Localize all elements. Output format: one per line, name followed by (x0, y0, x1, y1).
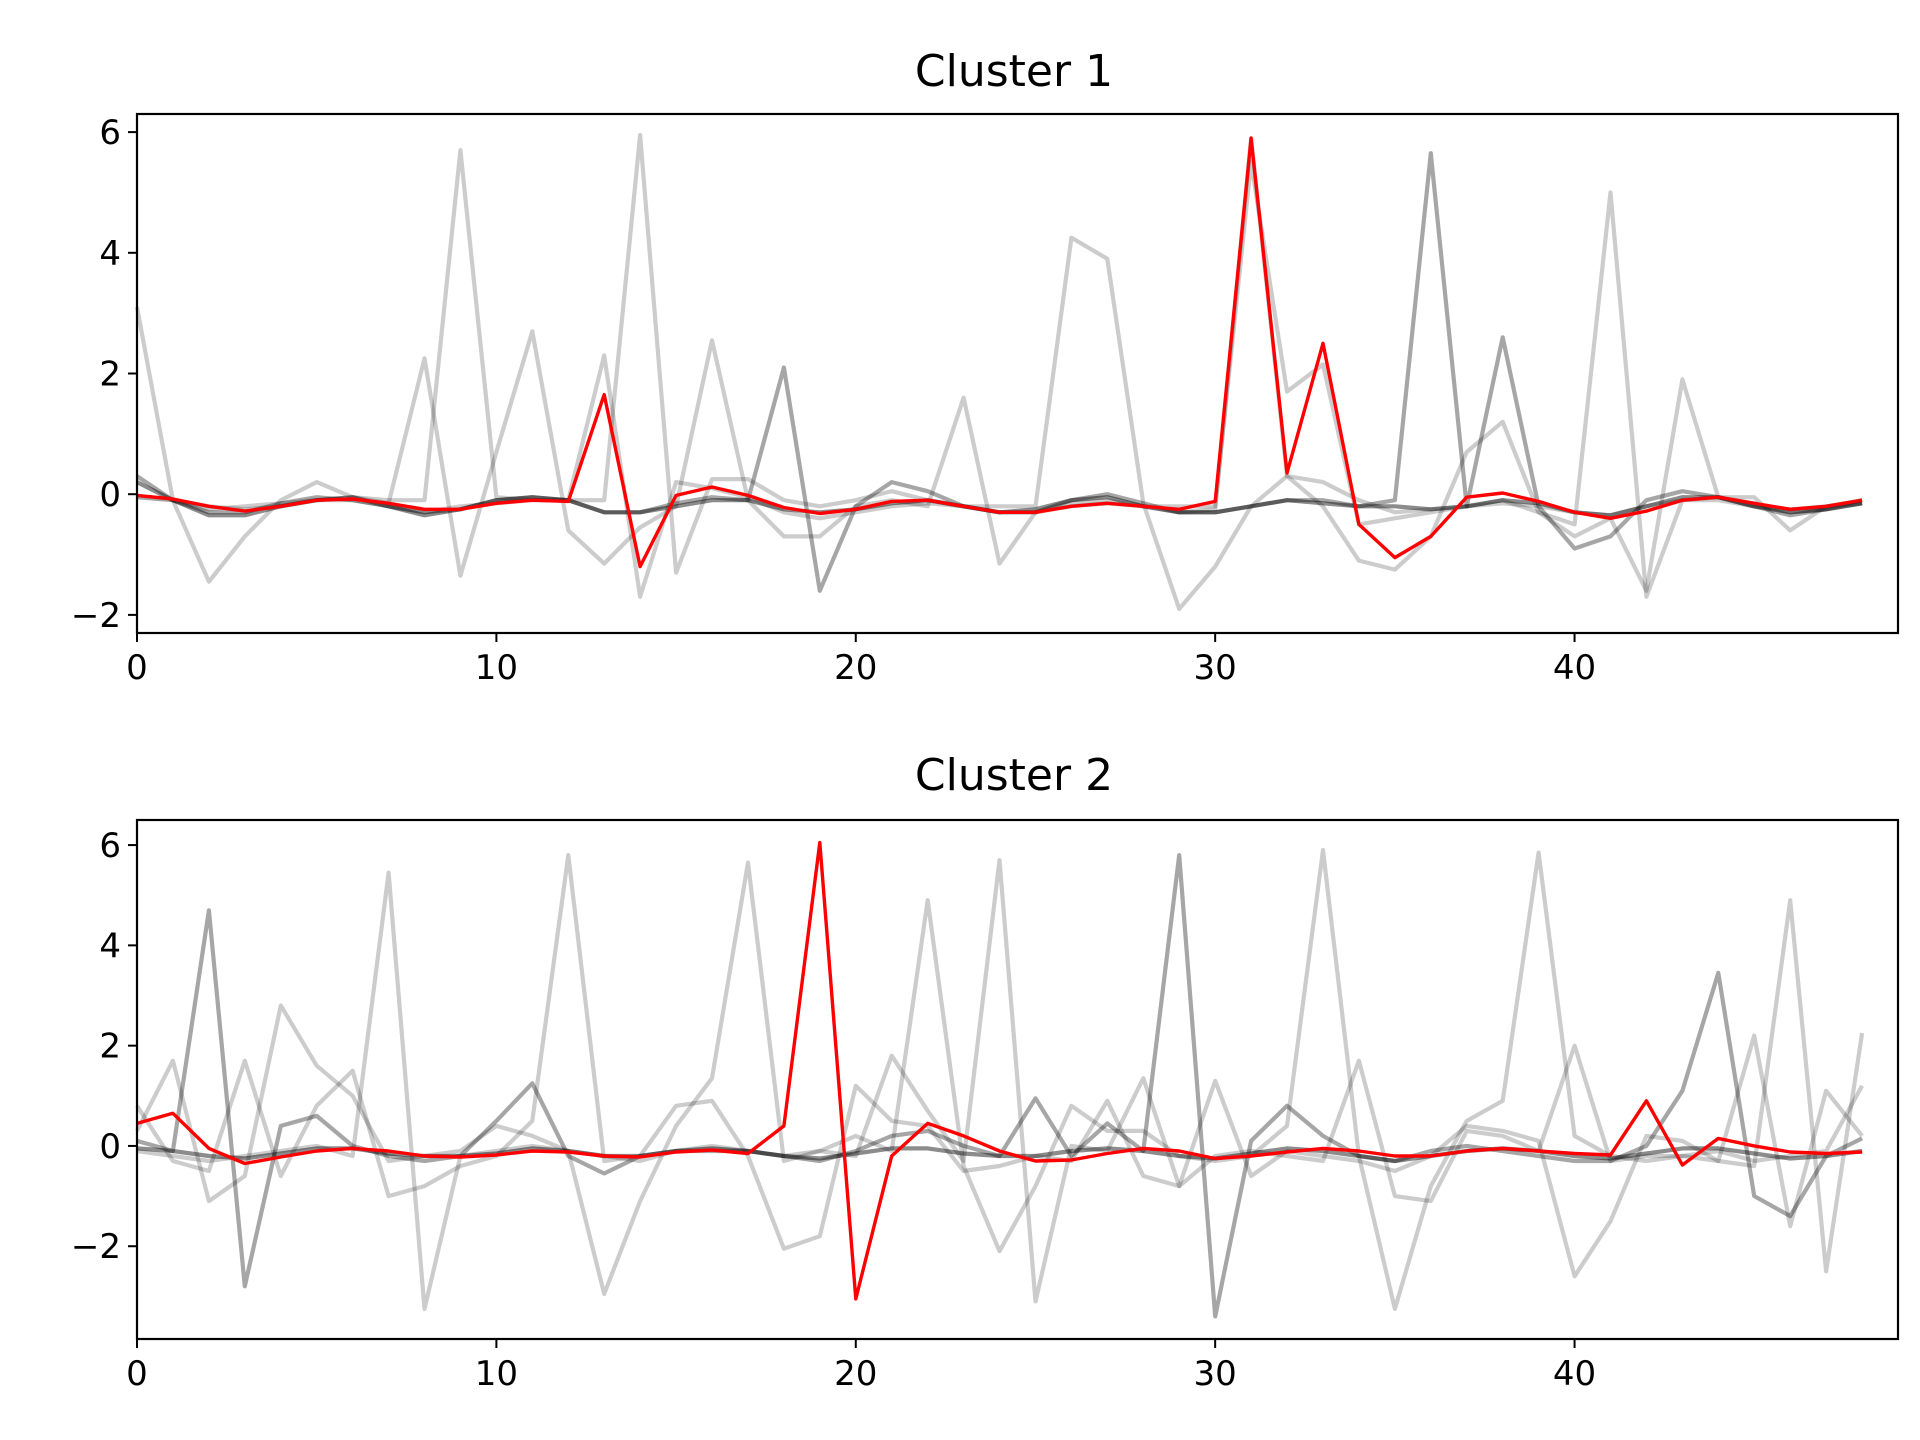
plot-frame (135, 818, 1900, 1341)
series-line-2 (136, 160, 1863, 599)
subplot-title: Cluster 1 (915, 46, 1113, 97)
y-tick-label: 6 (99, 826, 121, 866)
y-tick-label: 6 (99, 113, 121, 153)
series-line-1 (135, 852, 1864, 1279)
axis-layer: 0 10 20 30 40 −2 0 2 4 6 (71, 826, 1596, 1394)
subplot-cluster-2: Cluster 2 0 10 20 30 40 −2 0 2 4 6 (71, 750, 1900, 1394)
centroid-line (136, 136, 1863, 569)
y-tick-label: 2 (99, 1027, 121, 1067)
y-tick-label: 4 (99, 234, 121, 274)
x-tick-label: 0 (126, 648, 148, 688)
x-tick-label: 20 (834, 1354, 877, 1394)
y-tick-label: −2 (71, 596, 121, 636)
series-layer (134, 133, 1863, 612)
series-line-1 (134, 133, 1863, 612)
series-line-4 (135, 151, 1863, 593)
x-tick-label: 40 (1553, 648, 1596, 688)
series-line-3 (136, 136, 1863, 599)
x-tick-label: 30 (1194, 648, 1237, 688)
y-tick-label: 4 (99, 926, 121, 966)
series-layer (135, 840, 1865, 1319)
y-tick-label: 0 (99, 1127, 121, 1167)
series-line-4 (136, 852, 1864, 1319)
plot-frame (135, 112, 1900, 635)
series-line-3 (136, 857, 1864, 1312)
x-tick-label: 10 (475, 648, 518, 688)
subplot-title: Cluster 2 (915, 750, 1113, 801)
x-tick-label: 10 (475, 1354, 518, 1394)
series-line-2 (135, 847, 1865, 1312)
x-tick-label: 40 (1553, 1354, 1596, 1394)
x-tick-label: 0 (126, 1354, 148, 1394)
x-tick-label: 30 (1194, 1354, 1237, 1394)
y-tick-label: −2 (71, 1227, 121, 1267)
x-tick-label: 20 (834, 648, 877, 688)
centroid-line (136, 840, 1863, 1301)
y-tick-label: 0 (99, 475, 121, 515)
y-tick-label: 2 (99, 355, 121, 395)
